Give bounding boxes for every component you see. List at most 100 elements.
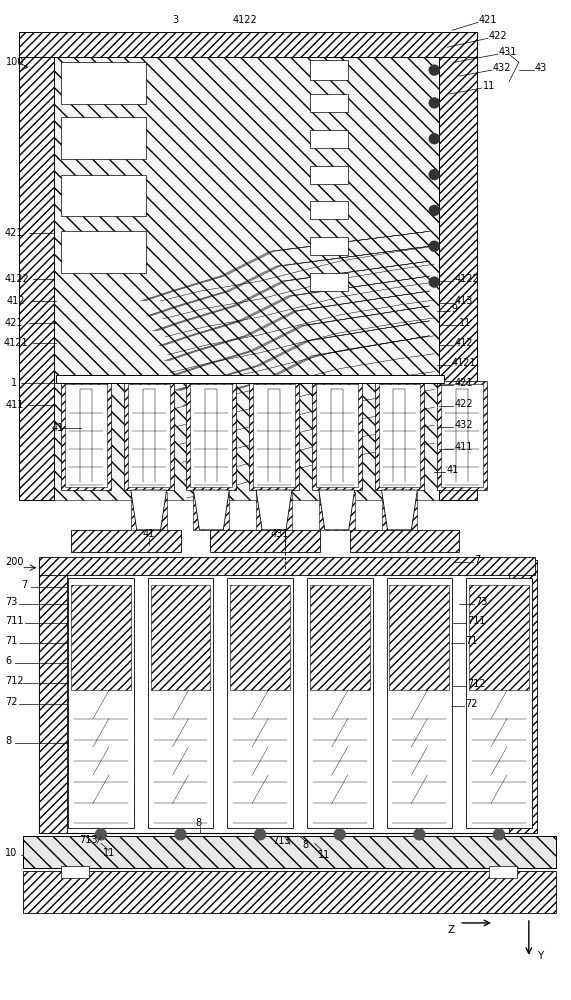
Text: 8: 8: [302, 840, 308, 850]
Bar: [71, 530, 180, 552]
Text: 422: 422: [454, 399, 473, 409]
Bar: [187, 381, 236, 490]
Bar: [61, 231, 146, 273]
Polygon shape: [131, 490, 167, 530]
Bar: [253, 384, 295, 487]
Text: 712: 712: [5, 676, 24, 686]
Polygon shape: [381, 490, 417, 530]
Text: 432: 432: [493, 63, 512, 73]
Polygon shape: [319, 490, 355, 530]
Bar: [23, 836, 556, 868]
Text: 8: 8: [5, 736, 11, 746]
Text: 71: 71: [465, 636, 477, 646]
Text: 4121: 4121: [3, 338, 28, 348]
Text: 41: 41: [143, 529, 155, 539]
Text: 11: 11: [318, 850, 330, 860]
Bar: [389, 585, 449, 690]
Text: 412: 412: [6, 296, 25, 306]
Text: 41: 41: [446, 465, 459, 475]
Text: 73: 73: [5, 597, 18, 607]
Text: 8: 8: [195, 818, 202, 828]
Bar: [249, 381, 299, 490]
Text: 412: 412: [454, 338, 473, 348]
Text: 421: 421: [454, 378, 473, 388]
Bar: [316, 384, 357, 487]
Text: 432: 432: [454, 420, 473, 430]
Text: 711: 711: [5, 616, 24, 626]
Bar: [310, 130, 348, 148]
Text: 4122: 4122: [5, 274, 29, 284]
Bar: [310, 273, 348, 291]
Bar: [61, 381, 111, 490]
Bar: [307, 578, 372, 828]
Bar: [210, 530, 320, 552]
Text: 11: 11: [459, 318, 472, 328]
Circle shape: [95, 829, 106, 840]
Bar: [387, 578, 452, 828]
Circle shape: [175, 829, 186, 840]
Bar: [227, 578, 293, 828]
Bar: [65, 384, 107, 487]
Text: 3: 3: [172, 15, 179, 25]
Text: 421: 421: [5, 228, 23, 238]
Text: 421: 421: [479, 15, 497, 25]
Text: 41: 41: [51, 423, 63, 433]
Bar: [131, 492, 167, 530]
Bar: [310, 166, 348, 184]
Circle shape: [414, 829, 425, 840]
Text: 200: 200: [5, 557, 24, 567]
Bar: [489, 866, 517, 878]
Bar: [61, 62, 146, 104]
Bar: [319, 492, 355, 530]
Text: 4121: 4121: [451, 358, 476, 368]
Text: 72: 72: [465, 699, 477, 709]
Text: Z: Z: [447, 925, 455, 935]
Text: 4122: 4122: [454, 274, 479, 284]
Bar: [61, 175, 146, 216]
Polygon shape: [194, 490, 230, 530]
Bar: [310, 94, 348, 112]
Bar: [151, 585, 210, 690]
Circle shape: [429, 65, 439, 75]
Circle shape: [429, 205, 439, 215]
Text: 9: 9: [451, 304, 457, 314]
Bar: [128, 384, 170, 487]
Bar: [56, 375, 444, 383]
Bar: [375, 381, 424, 490]
Text: 711: 711: [467, 616, 485, 626]
Bar: [310, 60, 348, 80]
Text: 413: 413: [454, 296, 473, 306]
Bar: [310, 201, 348, 219]
Bar: [194, 492, 230, 530]
Circle shape: [429, 241, 439, 251]
Bar: [310, 237, 348, 255]
Bar: [441, 384, 483, 487]
Text: 73: 73: [475, 597, 488, 607]
Bar: [439, 32, 477, 500]
Bar: [19, 32, 54, 500]
Bar: [310, 585, 369, 690]
Bar: [469, 585, 529, 690]
Bar: [381, 492, 417, 530]
Text: 7: 7: [474, 555, 480, 565]
Text: Y: Y: [537, 951, 543, 961]
Bar: [466, 578, 532, 828]
Text: 1: 1: [11, 378, 18, 388]
Text: 431: 431: [270, 529, 288, 539]
Text: 10: 10: [5, 848, 18, 858]
Bar: [19, 32, 477, 57]
Circle shape: [493, 829, 504, 840]
Circle shape: [429, 170, 439, 180]
Bar: [54, 57, 439, 500]
Bar: [379, 384, 420, 487]
Bar: [509, 560, 537, 833]
Text: 712: 712: [467, 679, 486, 689]
Circle shape: [334, 829, 345, 840]
Text: 7: 7: [21, 580, 27, 590]
Bar: [68, 578, 134, 828]
Bar: [61, 117, 146, 159]
Bar: [191, 384, 232, 487]
Bar: [61, 866, 89, 878]
Bar: [23, 836, 556, 868]
Bar: [437, 381, 487, 490]
